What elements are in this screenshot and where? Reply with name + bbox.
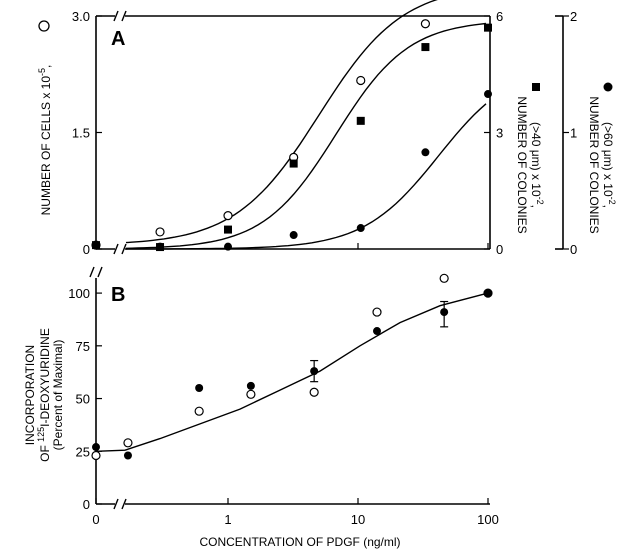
panel-a-label: A xyxy=(111,28,125,50)
panel-a-marker-filled-square xyxy=(289,159,298,168)
panel-a-right2-tick-label: 2 xyxy=(570,9,577,24)
panel-b-fit-curve xyxy=(95,292,489,452)
panel-b-y-title-line3: (Percent of Maximal) xyxy=(51,340,65,451)
panel-a-marker-filled-circle xyxy=(224,242,232,251)
panel-a-right1-legend-filled-square xyxy=(532,83,540,91)
panel-a: A 0 1.5 3.0 0 3 6 0 1 2 NUMBER OF CELLS x 10-5, NU… xyxy=(37,0,617,257)
panel-a-left-axis-title: NUMBER OF CELLS x 10-5, xyxy=(37,65,53,216)
panel-a-left-tick-label: 0 xyxy=(83,242,90,257)
panel-a-right1-tick-label: 3 xyxy=(496,126,503,141)
panel-b-marker-filled-circle xyxy=(246,381,255,390)
panel-a-marker-filled-circle xyxy=(356,224,365,233)
panel-b-y-title-line1: INCORPORATION xyxy=(23,345,37,445)
panel-a-left-tick-label: 3.0 xyxy=(72,9,90,24)
panel-a-fit-filled-circle xyxy=(125,103,487,250)
panel-a-left-axis-legend-open-circle xyxy=(38,20,50,32)
panel-a-marker-filled-circle xyxy=(92,241,100,250)
panel-a-bottom-break-gap xyxy=(115,243,125,255)
panel-b-label: B xyxy=(111,284,125,306)
panel-a-right2-legend-filled-circle xyxy=(603,82,613,92)
panel-b-y-tick-label: 75 xyxy=(76,339,90,354)
panel-a-marker-filled-square xyxy=(484,23,492,32)
panel-a-right1-tick-label: 6 xyxy=(496,9,503,24)
panel-a-right1-tick-label: 0 xyxy=(496,242,503,257)
panel-a-marker-filled-circle xyxy=(484,90,492,99)
panel-b-marker-filled-circle xyxy=(440,308,449,317)
panel-b-left-break-slash-2 xyxy=(97,266,103,278)
panel-b-y-tick-label: 0 xyxy=(83,497,90,512)
panel-b-marker-filled-circle xyxy=(195,384,204,392)
panel-b-bottom-break-slash-1 xyxy=(113,498,119,510)
panel-b-marker-open-circle xyxy=(194,406,204,416)
panel-b-y-title-line2: OF 125I-DEOXYURIDINE xyxy=(36,328,52,462)
panel-a-right2-axis-title-line1: NUMBER OF COLONIES xyxy=(587,96,601,233)
panel-b-marker-filled-circle xyxy=(372,327,381,336)
panel-a-fit-open-circle xyxy=(125,0,438,244)
panel-b-marker-open-circle xyxy=(91,450,101,461)
panel-a-right2-axis-title-line2: (>60 μm) x 10-2, xyxy=(601,122,617,208)
panel-b-marker-open-circle xyxy=(372,307,382,317)
panel-a-right1-axis-title-line2: (>40 μm) x 10-2, xyxy=(529,122,545,208)
panel-a-top-break-gap xyxy=(115,10,125,22)
panel-a-marker-open-circle xyxy=(420,19,431,29)
panel-b-marker-filled-circle xyxy=(310,367,319,376)
x-axis-title: CONCENTRATION OF PDGF (ng/ml) xyxy=(199,535,400,549)
panel-a-top-break-slash-2 xyxy=(121,10,127,22)
panel-b-x-tick-label: 1 xyxy=(224,512,231,527)
panel-a-top-break-slash-1 xyxy=(113,10,119,22)
panel-b-y-tick-label: 100 xyxy=(68,286,90,301)
panel-a-right2-tick-label: 0 xyxy=(570,242,577,257)
panel-b-x-tick-label: 100 xyxy=(477,512,499,527)
panel-b-marker-open-circle xyxy=(246,389,256,399)
panel-a-marker-filled-circle xyxy=(289,231,298,240)
panel-a-marker-filled-square xyxy=(356,116,365,125)
panel-a-marker-filled-circle xyxy=(156,242,165,251)
panel-a-right1-axis-title-line1: NUMBER OF COLONIES xyxy=(515,96,529,233)
panel-b-marker-filled-circle xyxy=(92,443,100,452)
panel-a-right2-tick-label: 1 xyxy=(570,126,577,141)
panel-b-y-tick-label: 25 xyxy=(76,444,90,459)
panel-b-marker-open-circle xyxy=(439,273,449,283)
panel-a-marker-open-circle xyxy=(155,227,165,237)
panel-a-fit-filled-square xyxy=(125,22,487,249)
panel-a-left-tick-label: 1.5 xyxy=(72,126,90,141)
panel-b-marker-filled-circle xyxy=(484,289,492,298)
panel-b-left-break-gap xyxy=(91,266,101,278)
panel-b-bottom-break-gap xyxy=(115,498,125,510)
panel-b-bottom-break-slash-2 xyxy=(121,498,127,510)
panel-a-marker-open-circle xyxy=(223,211,233,221)
panel-b-marker-open-circle xyxy=(309,387,319,397)
panel-a-bottom-break-slash-2 xyxy=(121,243,127,255)
panel-b-x-tick-label: 10 xyxy=(351,512,365,527)
panel-b-marker-open-circle xyxy=(123,438,133,448)
panel-a-marker-filled-square xyxy=(421,43,430,52)
panel-a-marker-open-circle xyxy=(356,75,366,86)
panel-b-x-tick-label: 0 xyxy=(92,512,99,527)
panel-a-bottom-break-slash-1 xyxy=(113,243,119,255)
panel-b-marker-filled-circle xyxy=(123,451,132,460)
panel-b-left-break-slash-1 xyxy=(89,266,95,278)
panel-a-marker-filled-square xyxy=(224,225,232,234)
panel-b-y-tick-label: 50 xyxy=(76,392,90,407)
panel-a-marker-filled-circle xyxy=(421,148,430,157)
